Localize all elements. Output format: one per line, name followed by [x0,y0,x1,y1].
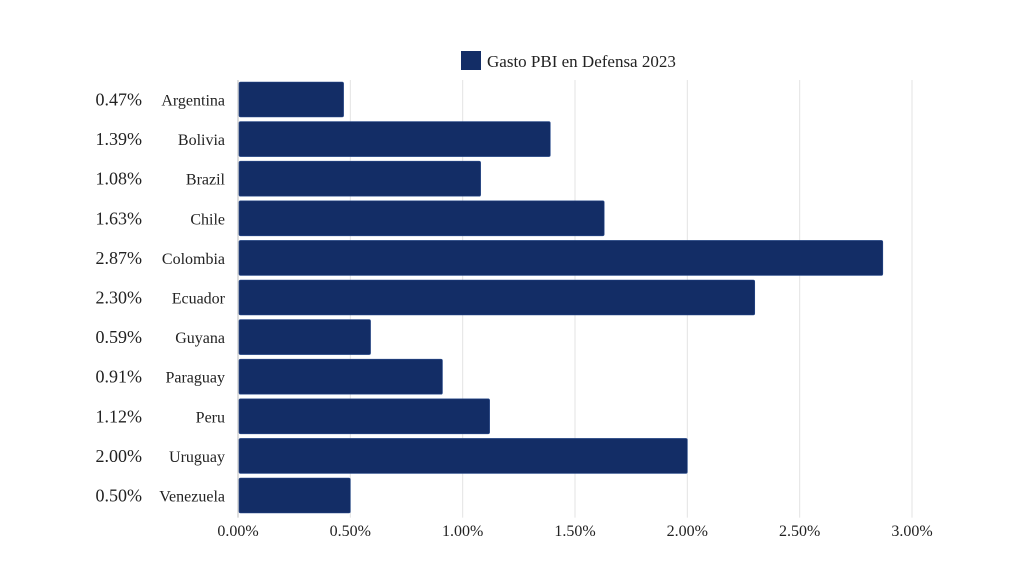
value-label: 0.47% [96,90,143,110]
value-label: 1.39% [96,129,143,149]
category-label: Guyana [175,330,225,347]
category-label: Colombia [162,251,225,268]
bar-peru [238,398,490,435]
category-label: Argentina [161,93,225,110]
bar-argentina [238,81,344,118]
legend-swatch [461,51,481,70]
bar-uruguay [238,438,688,474]
legend: Gasto PBI en Defensa 2023 [461,51,676,71]
bar-chile [238,200,605,237]
bar-venezuela [238,477,351,514]
value-label: 1.12% [96,406,143,426]
category-label: Chile [190,211,225,228]
category-label: Ecuador [172,291,226,308]
bar-guyana [238,319,371,355]
bar-paraguay [238,358,443,395]
x-tick-label: 1.00% [442,523,483,540]
x-axis-ticks: 0.00% 0.50% 1.00% 1.50% 2.00% 2.50% 3.00% [217,523,932,540]
x-tick-label: 1.50% [554,523,595,540]
category-label: Brazil [186,172,226,189]
category-labels: Argentina 0.47% Bolivia 1.39% Brazil 1.08% Chi… [96,90,226,506]
category-label: Bolivia [178,132,225,149]
value-label: 0.91% [96,367,143,387]
x-tick-label: 3.00% [891,523,932,540]
value-label: 1.08% [96,169,143,189]
bar-ecuador [238,279,756,316]
value-label: 0.59% [96,327,143,347]
bar-colombia [238,240,884,276]
bars [238,81,884,514]
x-tick-label: 2.50% [779,523,820,540]
category-label: Paraguay [165,370,225,387]
category-label: Uruguay [169,449,225,466]
value-label: 0.50% [96,486,143,506]
bar-brazil [238,160,481,197]
value-label: 2.30% [96,288,143,308]
value-label: 2.00% [96,446,143,466]
value-label: 2.87% [96,248,143,268]
x-tick-label: 0.00% [217,523,258,540]
category-label: Peru [196,409,225,426]
category-label: Venezuela [159,489,225,506]
x-tick-label: 0.50% [330,523,371,540]
bar-bolivia [238,121,551,157]
legend-label: Gasto PBI en Defensa 2023 [487,52,676,71]
x-tick-label: 2.00% [667,523,708,540]
value-label: 1.63% [96,208,143,228]
